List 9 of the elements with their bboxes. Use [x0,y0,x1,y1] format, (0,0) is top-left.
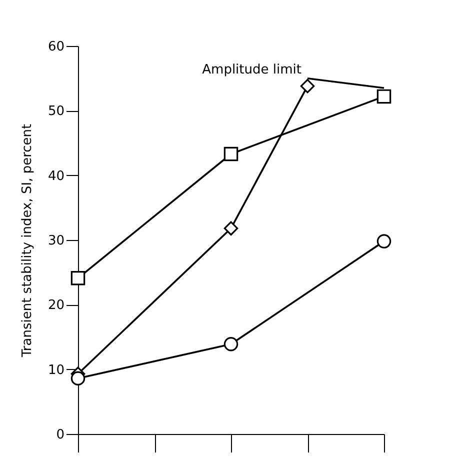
y-tick-label: 60 [48,40,64,54]
y-axis-title: Transient stability index, SI, percent [20,124,35,358]
annotation: Amplitude limit [202,62,302,78]
y-tick-label: 40 [48,168,64,184]
y-tick-label: 20 [48,298,64,314]
y-tick-label: 0 [56,428,64,442]
y-tick-label: 10 [48,362,64,378]
y-tick-label: 50 [48,104,64,120]
y-tick-label: 30 [48,234,64,248]
